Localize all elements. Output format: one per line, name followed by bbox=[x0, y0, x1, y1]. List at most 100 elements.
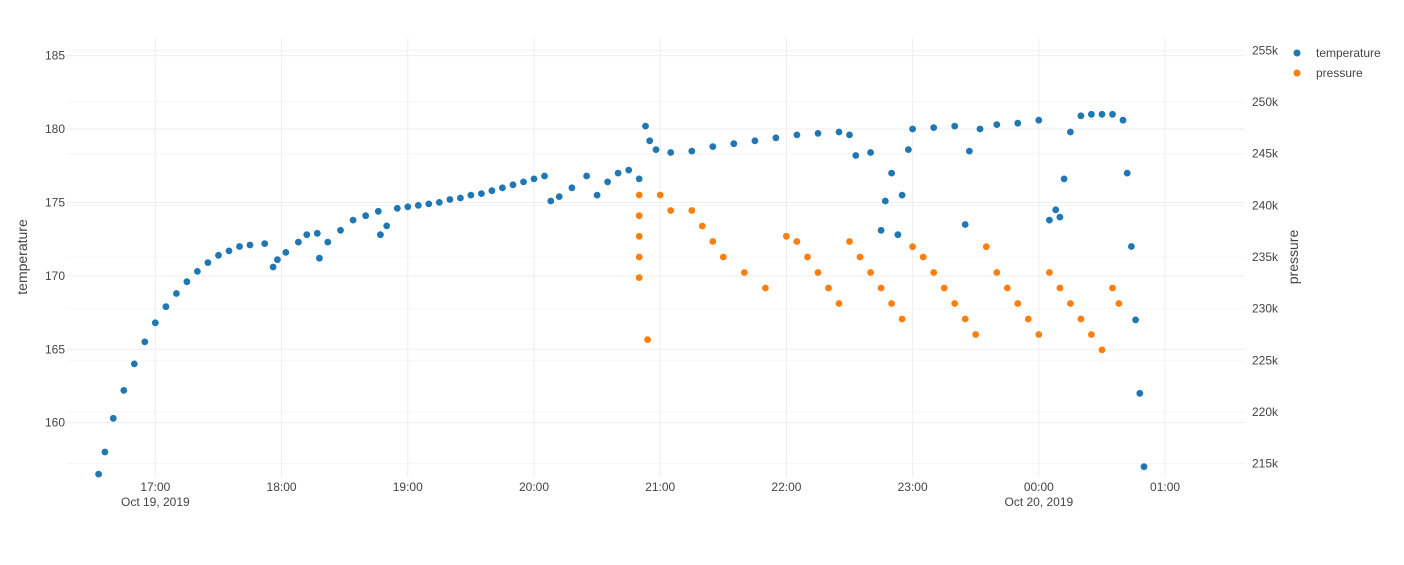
temperature-point bbox=[1077, 112, 1085, 120]
temperature-point bbox=[976, 125, 984, 133]
pressure-point bbox=[909, 243, 916, 251]
temperature-point bbox=[274, 256, 281, 264]
pressure-point bbox=[793, 238, 801, 245]
y-tick-label: 160 bbox=[45, 416, 65, 430]
pressure-point bbox=[688, 207, 696, 214]
temperature-point bbox=[467, 191, 475, 199]
temperature-point bbox=[772, 134, 780, 142]
temperature-point bbox=[888, 169, 895, 177]
temperature-point bbox=[478, 190, 485, 198]
y2-tick-label: 250k bbox=[1252, 95, 1279, 109]
pressure-point bbox=[888, 300, 895, 307]
temperature-point bbox=[642, 122, 649, 130]
legend-item-pressure[interactable]: pressure bbox=[1293, 66, 1364, 80]
y2-tick-label: 255k bbox=[1252, 43, 1279, 57]
pressure-point bbox=[667, 207, 675, 214]
temperature-point bbox=[635, 175, 643, 183]
y2-tick-label: 215k bbox=[1252, 457, 1279, 471]
pressure-point bbox=[635, 232, 643, 240]
pressure-point bbox=[972, 331, 980, 338]
pressure-point bbox=[1067, 300, 1074, 307]
temperature-point bbox=[446, 196, 454, 203]
temperature-point bbox=[898, 191, 906, 199]
temperature-point bbox=[530, 175, 538, 183]
temperature-point bbox=[646, 137, 654, 145]
pressure-point bbox=[982, 243, 990, 251]
temperature-point bbox=[814, 130, 822, 137]
temperature-point bbox=[583, 172, 590, 180]
temperature-point bbox=[793, 131, 801, 139]
y2-tick-label: 235k bbox=[1252, 250, 1279, 264]
temperature-point bbox=[614, 169, 622, 177]
temperature-point bbox=[225, 247, 233, 255]
y-tick-label: 180 bbox=[45, 122, 65, 136]
y2-axis-title: pressure bbox=[1285, 230, 1301, 285]
temperature-point bbox=[435, 199, 443, 206]
temperature-point bbox=[1052, 206, 1060, 214]
pressure-point bbox=[993, 269, 1001, 276]
pressure-point bbox=[635, 253, 643, 261]
y-axis-title: temperature bbox=[14, 219, 30, 295]
x-tick-label: 18:00 bbox=[267, 480, 297, 494]
y2-axis-ticks: 215k 220k 225k 230k 235k 240k 245k 250k 255k bbox=[1252, 43, 1279, 470]
temperature-point bbox=[520, 178, 527, 186]
x-tick-label: 01:00 bbox=[1150, 480, 1180, 494]
temperature-point bbox=[867, 149, 874, 156]
y2-tick-label: 225k bbox=[1252, 353, 1279, 367]
grid-layer bbox=[67, 38, 1245, 477]
temperature-point bbox=[194, 268, 201, 275]
temperature-point bbox=[313, 229, 321, 237]
temperature-point bbox=[261, 240, 269, 248]
pressure-point bbox=[1088, 331, 1095, 338]
legend-marker-pressure bbox=[1293, 69, 1301, 77]
temperature-point bbox=[625, 166, 633, 174]
pressure-point bbox=[635, 191, 643, 199]
pressure-point bbox=[762, 284, 769, 292]
pressure-point bbox=[856, 253, 864, 261]
temperature-point bbox=[961, 221, 969, 228]
temperature-series bbox=[95, 110, 1148, 478]
legend-item-temperature[interactable]: temperature bbox=[1293, 46, 1382, 60]
y2-tick-label: 245k bbox=[1252, 147, 1279, 161]
temperature-point bbox=[852, 152, 860, 159]
temperature-point bbox=[173, 290, 180, 297]
temperature-point bbox=[1123, 169, 1131, 177]
temperature-point bbox=[930, 124, 938, 131]
pressure-point bbox=[940, 284, 948, 292]
x-tick-label: 21:00 bbox=[645, 480, 675, 494]
temperature-point bbox=[425, 200, 433, 208]
pressure-point bbox=[1046, 269, 1053, 276]
y2-tick-label: 240k bbox=[1252, 198, 1279, 212]
temperature-point bbox=[374, 207, 382, 215]
pressure-point bbox=[961, 315, 969, 323]
x-tick-sublabel: Oct 20, 2019 bbox=[1004, 495, 1073, 509]
x-tick-label: 00:00 bbox=[1024, 480, 1054, 494]
temperature-point bbox=[1014, 119, 1022, 127]
legend-label-pressure: pressure bbox=[1316, 66, 1363, 80]
y-tick-label: 185 bbox=[45, 49, 65, 63]
temperature-point bbox=[1098, 110, 1106, 118]
temperature-point bbox=[993, 121, 1001, 128]
temperature-point bbox=[1035, 116, 1043, 124]
legend-marker-temperature bbox=[1293, 49, 1301, 57]
pressure-point bbox=[635, 212, 643, 220]
temperature-point bbox=[1140, 463, 1148, 471]
temperature-point bbox=[1056, 213, 1064, 221]
x-tick-label: 20:00 bbox=[519, 480, 549, 494]
temperature-point bbox=[1088, 110, 1095, 118]
temperature-point bbox=[568, 184, 576, 192]
temperature-point bbox=[414, 202, 422, 209]
temperature-point bbox=[337, 226, 344, 234]
temperature-point bbox=[1109, 110, 1116, 118]
temperature-point bbox=[204, 259, 212, 266]
temperature-point bbox=[282, 249, 290, 256]
pressure-point bbox=[656, 191, 664, 199]
temperature-point bbox=[1119, 116, 1127, 124]
temperature-point bbox=[905, 146, 912, 154]
temperature-point bbox=[541, 172, 548, 180]
temperature-point bbox=[881, 197, 889, 205]
temperature-point bbox=[141, 338, 149, 346]
temperature-point bbox=[835, 128, 843, 136]
temperature-point bbox=[316, 254, 323, 262]
